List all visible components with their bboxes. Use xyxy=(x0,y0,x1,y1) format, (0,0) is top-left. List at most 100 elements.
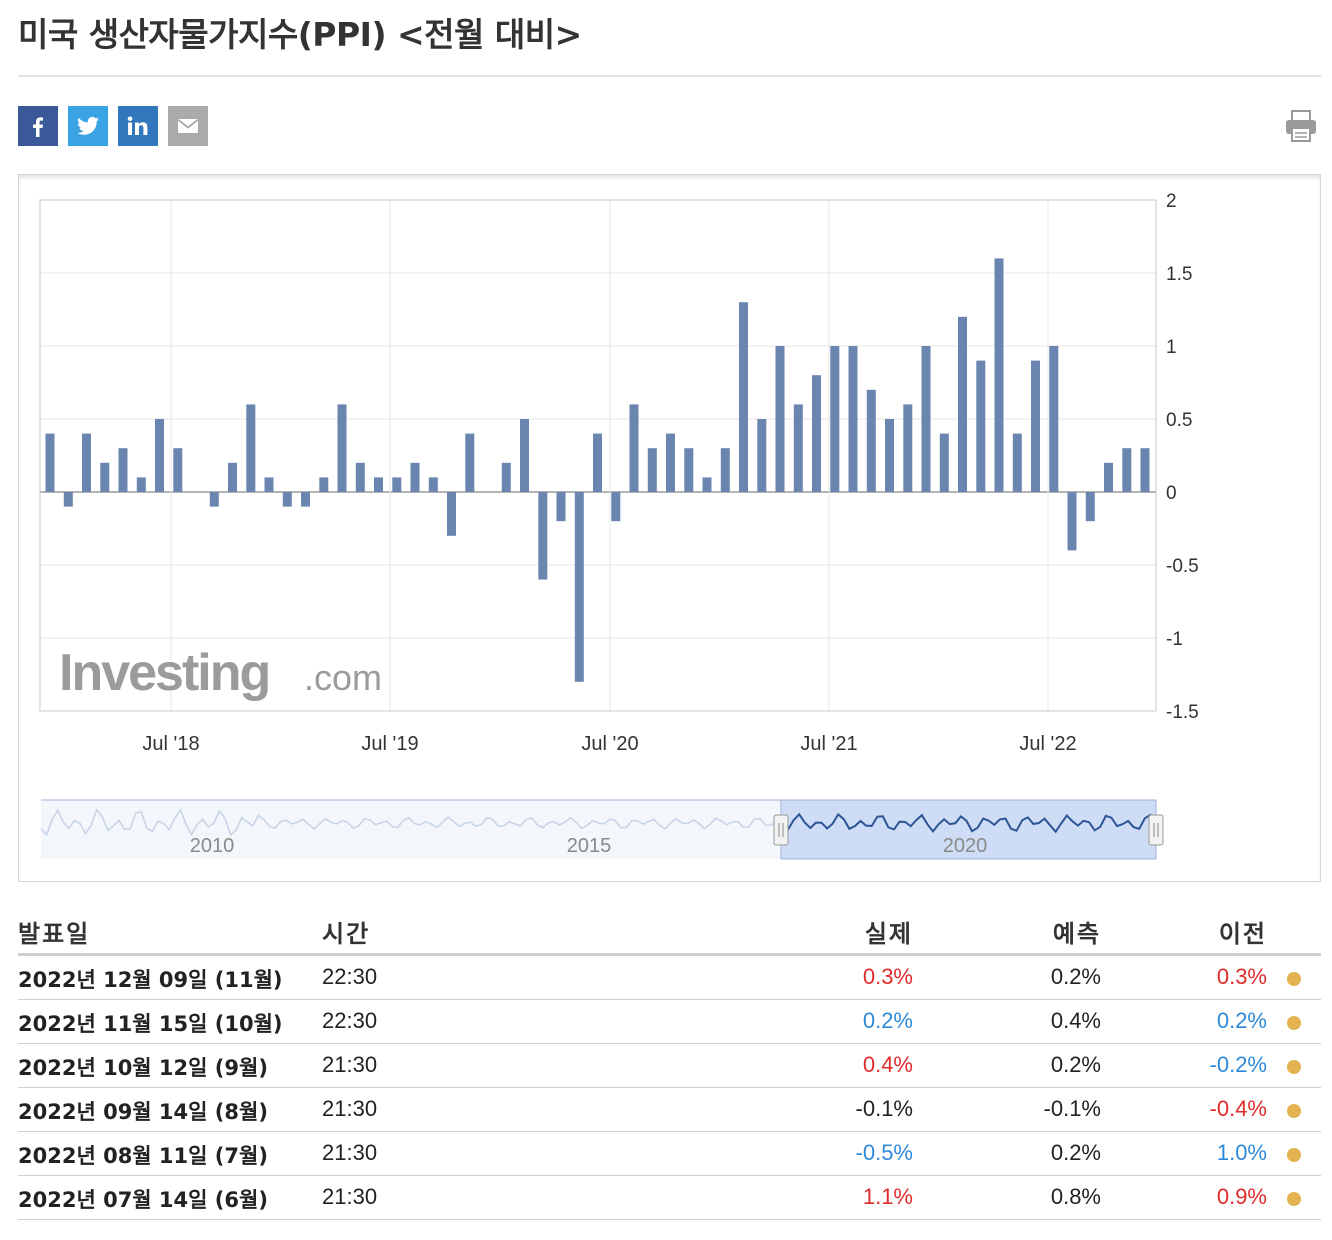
bar xyxy=(666,433,675,492)
bar xyxy=(1049,346,1059,492)
x-tick-label: Jul '19 xyxy=(361,733,418,755)
print-button[interactable] xyxy=(1284,108,1318,144)
bar xyxy=(1122,448,1132,492)
bar xyxy=(282,492,292,507)
release-date: 2022년 11월 15일 (10월) xyxy=(18,1012,283,1036)
release-time: 21:30 xyxy=(322,1052,378,1077)
y-tick-label: 1.5 xyxy=(1166,264,1192,285)
x-tick-label: Jul '21 xyxy=(800,733,857,755)
title-divider xyxy=(18,75,1321,77)
bar xyxy=(812,375,821,492)
bar xyxy=(866,389,876,492)
table-row: 2022년 07월 14일 (6월) 21:30 1.1% 0.8% 0.9% xyxy=(18,1176,1321,1220)
bar xyxy=(173,448,183,492)
navigator-label: 2010 xyxy=(190,835,235,857)
bar xyxy=(958,316,967,492)
alert-dot-icon[interactable] xyxy=(1287,1148,1301,1162)
navigator-label: 2020 xyxy=(943,835,988,857)
bar xyxy=(1031,360,1040,492)
investing-watermark-suffix: .com xyxy=(304,657,382,698)
history-table: 발표일 시간 실제 예측 이전 2022년 12월 09일 (11월) 22:30… xyxy=(18,906,1321,1220)
actual-value: 0.3% xyxy=(862,964,913,989)
y-tick-label: -1.5 xyxy=(1166,702,1199,723)
previous-value: 1.0% xyxy=(1216,1140,1267,1165)
alert-dot-icon[interactable] xyxy=(1287,1060,1301,1074)
header-forecast: 예측 xyxy=(1052,920,1101,948)
forecast-value: 0.2% xyxy=(1050,1140,1101,1165)
release-date: 2022년 09월 14일 (8월) xyxy=(18,1100,268,1124)
previous-value: -0.4% xyxy=(1209,1096,1267,1121)
previous-value: 0.2% xyxy=(1216,1008,1267,1033)
header-previous: 이전 xyxy=(1218,920,1267,948)
bar xyxy=(593,433,602,492)
bar xyxy=(118,448,128,492)
share-twitter-button[interactable] xyxy=(68,106,108,146)
bar xyxy=(629,404,639,492)
previous-value: 0.3% xyxy=(1216,964,1267,989)
share-facebook-button[interactable] xyxy=(18,106,58,146)
bar xyxy=(428,477,438,492)
header-actual: 실제 xyxy=(864,920,913,948)
x-tick-label: Jul '20 xyxy=(581,733,638,755)
bar xyxy=(501,462,511,492)
alert-dot-icon[interactable] xyxy=(1287,972,1301,986)
share-email-button[interactable] xyxy=(168,106,208,146)
navigator-left-handle[interactable] xyxy=(773,814,789,846)
share-linkedin-button[interactable] xyxy=(118,106,158,146)
table-row: 2022년 11월 15일 (10월) 22:30 0.2% 0.4% 0.2% xyxy=(18,1000,1321,1044)
printer-icon xyxy=(1286,110,1316,142)
actual-value: 0.2% xyxy=(862,1008,913,1033)
bar xyxy=(410,462,420,492)
y-tick-label: -0.5 xyxy=(1166,556,1199,577)
forecast-value: 0.2% xyxy=(1050,1052,1101,1077)
release-time: 21:30 xyxy=(322,1140,378,1165)
bar xyxy=(264,477,274,492)
x-tick-label: Jul '18 xyxy=(142,733,199,755)
bar xyxy=(1140,448,1150,492)
bar xyxy=(1085,492,1095,522)
y-tick-label: 2 xyxy=(1166,191,1177,212)
navigator-label: 2015 xyxy=(567,835,612,857)
bar xyxy=(1067,492,1077,551)
y-tick-label: 0.5 xyxy=(1166,410,1192,431)
bar xyxy=(994,258,1004,492)
alert-dot-icon[interactable] xyxy=(1287,1104,1301,1118)
table-row: 2022년 10월 12일 (9월) 21:30 0.4% 0.2% -0.2% xyxy=(18,1044,1321,1088)
bar xyxy=(447,492,456,536)
bar xyxy=(775,346,785,492)
release-date: 2022년 08월 11일 (7월) xyxy=(18,1144,268,1168)
y-tick-label: 0 xyxy=(1166,483,1177,504)
facebook-icon xyxy=(33,117,43,137)
bar xyxy=(374,477,383,492)
table-row: 2022년 09월 14일 (8월) 21:30 -0.1% -0.1% -0.4% xyxy=(18,1088,1321,1132)
plot-border xyxy=(39,199,1157,712)
release-date: 2022년 12월 09일 (11월) xyxy=(18,968,283,992)
y-tick-label: 1 xyxy=(1166,337,1177,358)
email-icon xyxy=(177,119,199,133)
bar xyxy=(82,433,91,492)
bar xyxy=(1012,433,1022,492)
navigator-right-handle[interactable] xyxy=(1148,814,1164,846)
y-tick-label: -1 xyxy=(1166,629,1183,650)
bar xyxy=(465,433,475,492)
bar xyxy=(830,346,840,492)
bar xyxy=(45,433,55,492)
table-row: 2022년 12월 09일 (11월) 22:30 0.3% 0.2% 0.3% xyxy=(18,956,1321,1000)
navigator-selected-line xyxy=(781,812,1157,834)
bar xyxy=(939,433,949,492)
bar xyxy=(684,448,694,492)
actual-value: 1.1% xyxy=(862,1184,913,1209)
bar xyxy=(228,462,237,492)
bar xyxy=(903,404,913,492)
table-row: 2022년 08월 11일 (7월) 21:30 -0.5% 0.2% 1.0% xyxy=(18,1132,1321,1176)
bar xyxy=(136,477,146,492)
bar xyxy=(976,360,986,492)
alert-dot-icon[interactable] xyxy=(1287,1192,1301,1206)
bar xyxy=(538,492,548,580)
bar xyxy=(355,462,365,492)
release-time: 22:30 xyxy=(322,964,378,989)
bar xyxy=(319,477,329,492)
bar xyxy=(793,404,803,492)
previous-value: 0.9% xyxy=(1216,1184,1267,1209)
alert-dot-icon[interactable] xyxy=(1287,1016,1301,1030)
